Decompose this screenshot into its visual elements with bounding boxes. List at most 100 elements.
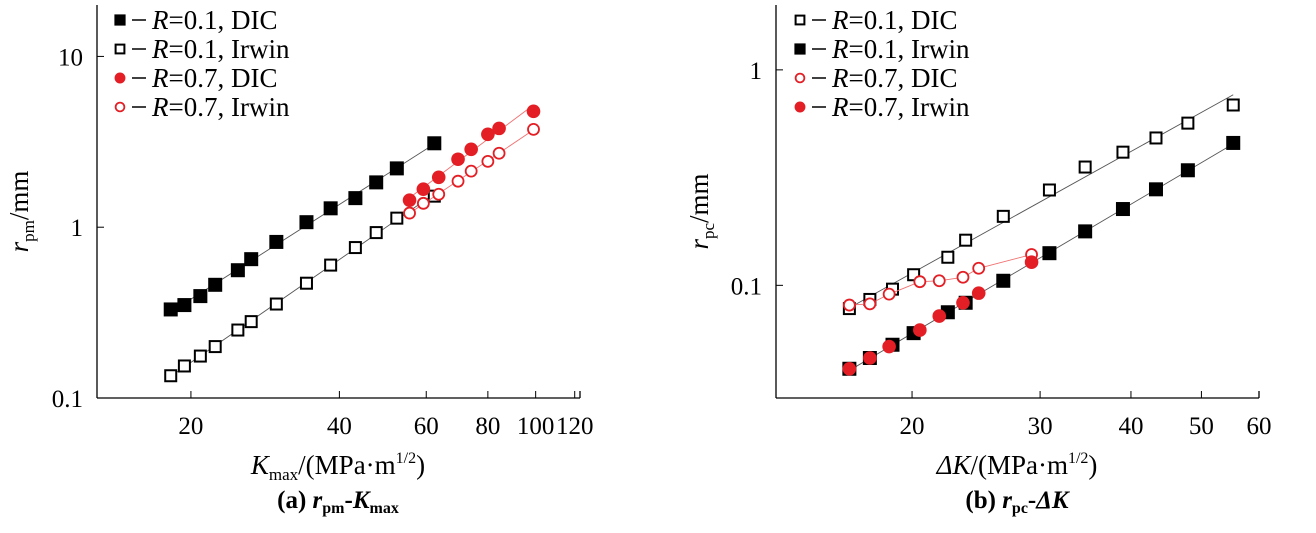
data-point-filled-circle (882, 339, 896, 354)
data-point-open-square (164, 369, 178, 383)
data-point-filled-circle (863, 351, 877, 365)
legend-marker-open-circle (794, 72, 806, 84)
legend-r-symbol: R (151, 92, 169, 122)
data-point-open-circle (403, 206, 416, 220)
legend-r-symbol: R (831, 5, 849, 35)
x-tick-label: 100 (517, 413, 555, 440)
x-label-superscript: 1/2 (1068, 450, 1088, 467)
y-label-symbol: r (684, 239, 714, 250)
data-point-open-square (348, 241, 362, 255)
data-point-filled-square (1226, 135, 1241, 150)
caption-y-subscript: pc (1012, 500, 1028, 517)
x-label-close: ) (1088, 450, 1097, 480)
data-point-filled-circle (932, 309, 947, 323)
data-point-filled-square (299, 215, 314, 230)
data-point-open-circle (882, 287, 896, 301)
x-tick-label: 60 (414, 413, 439, 440)
legend-label: R=0.1, Irwin (831, 34, 970, 64)
y-label-subscript: pm (19, 220, 38, 242)
data-point-open-circle (492, 146, 506, 160)
x-tick-label: 120 (556, 413, 594, 440)
data-point-open-circle (432, 187, 446, 201)
x-label-symbol: ΔK (936, 450, 973, 480)
caption-prefix: (a) (277, 487, 312, 514)
data-point-filled-square (1115, 202, 1130, 217)
panel-caption: (b) rpc-ΔK (965, 487, 1071, 517)
data-point-open-square (959, 233, 973, 247)
legend-r-symbol: R (831, 34, 849, 64)
x-tick-label: 80 (475, 413, 500, 440)
y-label-unit: /mm (684, 173, 714, 223)
data-point-filled-square (1042, 246, 1057, 261)
data-point-filled-square (996, 273, 1011, 288)
x-tick-label: 60 (1247, 413, 1272, 440)
legend-text: =0.1, DIC (849, 5, 958, 35)
legend-item: R=0.1, Irwin (114, 34, 290, 64)
data-point-filled-square (177, 298, 192, 313)
caption-x-symbol: ΔK (1035, 487, 1071, 514)
data-point-filled-square (369, 175, 384, 190)
data-point-open-square (1042, 183, 1056, 197)
caption-prefix: (b) (965, 487, 1002, 514)
data-point-filled-square (1078, 224, 1093, 239)
series-r-0-7-irwin (842, 255, 1039, 376)
data-point-open-square (231, 323, 245, 337)
data-point-open-circle (464, 164, 478, 178)
data-point-filled-square (163, 302, 178, 317)
legend-item: R=0.7, DIC (794, 63, 958, 93)
data-point-filled-square (427, 136, 442, 151)
x-label-unit: /(MPa·m (970, 450, 1068, 480)
data-point-filled-circle (842, 361, 857, 376)
data-point-filled-circle (526, 104, 541, 119)
data-point-filled-square (1180, 163, 1195, 178)
data-point-filled-square (323, 201, 338, 216)
data-point-open-square (390, 211, 404, 225)
data-point-open-circle (913, 275, 927, 289)
data-point-filled-square (230, 263, 245, 278)
caption-x-subscript: max (370, 500, 399, 517)
data-point-filled-circle (416, 182, 431, 196)
data-point-open-square (208, 340, 222, 354)
data-point-open-square (299, 276, 313, 290)
caption-y-symbol: r (313, 487, 323, 514)
x-tick-label: 20 (178, 413, 203, 440)
series-r-0-1-dic (842, 94, 1240, 316)
legend-text: =0.7, Irwin (849, 92, 970, 122)
caption-y-subscript: pm (322, 500, 345, 517)
legend-text: =0.1, DIC (169, 5, 278, 35)
legend-marker-filled-circle (114, 72, 126, 84)
x-tick-label: 40 (327, 413, 352, 440)
data-point-open-square (996, 209, 1010, 223)
data-point-filled-square (348, 191, 363, 206)
legend-label: R=0.1, DIC (151, 5, 277, 35)
legend-text: =0.7, DIC (849, 63, 958, 93)
data-point-open-square (244, 315, 258, 329)
legend-marker-open-square (114, 43, 126, 55)
caption-x-symbol: K (352, 487, 372, 514)
series-r-0-7-irwin (403, 122, 540, 220)
legend-label: R=0.7, Irwin (151, 92, 290, 122)
data-point-open-square (193, 349, 207, 363)
y-tick-label: 0.1 (52, 386, 83, 413)
data-point-open-square (1226, 98, 1240, 112)
legend-item: R=0.7, Irwin (114, 92, 290, 122)
legend-item: R=0.7, DIC (114, 63, 277, 93)
legend-marker-filled-square (114, 14, 126, 26)
data-point-open-circle (863, 297, 877, 311)
x-tick-label: 50 (1189, 413, 1214, 440)
data-point-filled-circle (913, 323, 927, 337)
x-label-superscript: 1/2 (396, 450, 416, 467)
legend-label: R=0.7, Irwin (831, 92, 970, 122)
x-label-symbol: K (250, 450, 271, 480)
data-point-filled-circle (451, 152, 465, 167)
caption-dash: - (1028, 487, 1036, 514)
series-r-0-1-irwin (164, 189, 441, 383)
data-point-open-square (269, 297, 283, 311)
legend-r-symbol: R (151, 34, 169, 64)
data-point-open-circle (527, 122, 540, 136)
x-tick-label: 30 (1028, 413, 1053, 440)
legend-item: R=0.7, Irwin (794, 92, 970, 122)
